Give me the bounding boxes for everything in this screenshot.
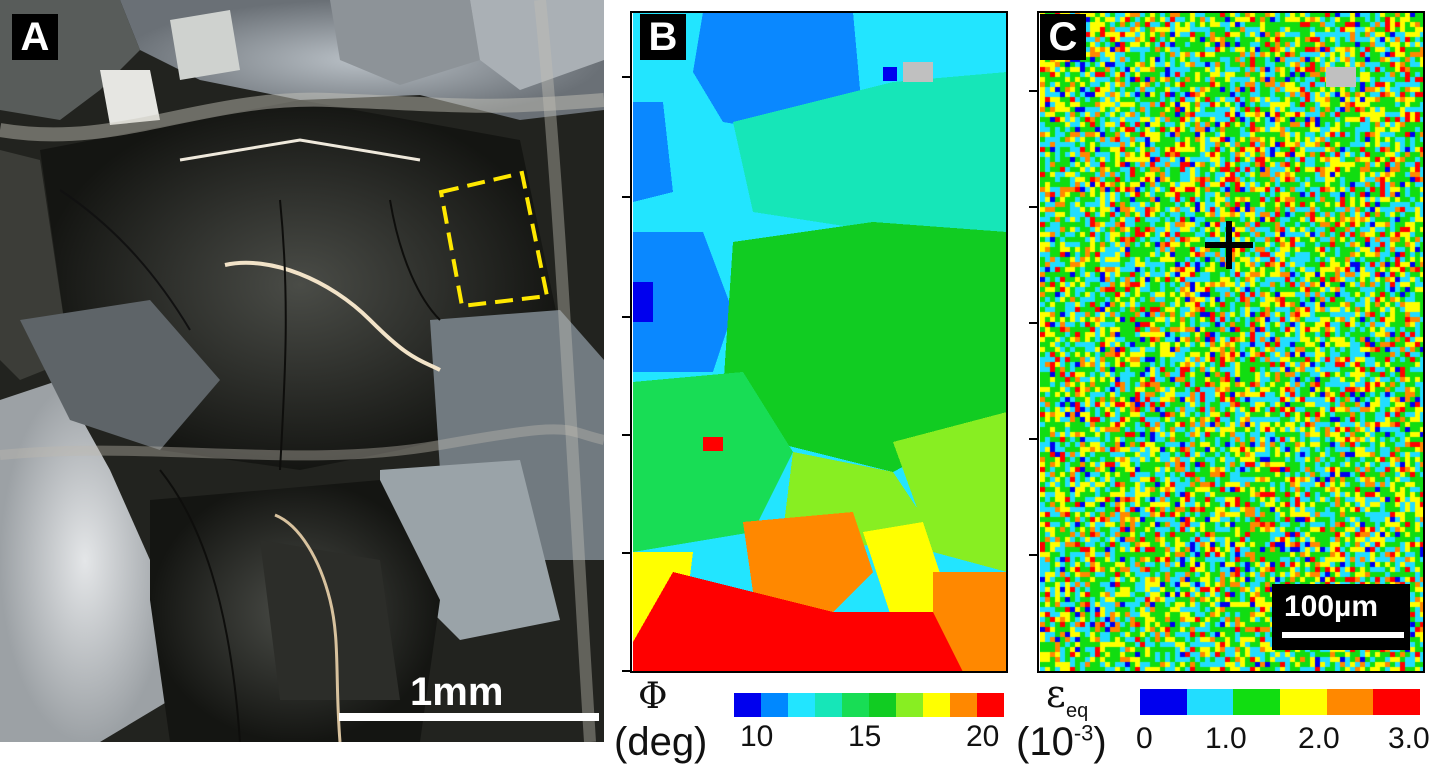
axis-tick [1029, 438, 1037, 440]
strain-unit: (10-3) [1016, 720, 1107, 765]
axis-tick [622, 434, 630, 436]
phi-colorbar [734, 693, 1004, 717]
roi-outline [438, 170, 550, 309]
axis-tick [1029, 554, 1037, 556]
phi-colorbar-tick: 15 [848, 720, 882, 753]
strain-map-image [1040, 12, 1424, 672]
colorbar-swatch [869, 693, 896, 717]
micrograph-image [0, 0, 604, 742]
strain-map-frame [1037, 11, 1425, 673]
panel-label-c: C [1040, 14, 1086, 60]
strain-unit-base: (10 [1016, 720, 1074, 764]
panel-label-a: A [12, 14, 58, 60]
strain-colorbar-tick: 0 [1136, 722, 1153, 755]
colorbar-swatch [1280, 689, 1327, 715]
colorbar-swatch [950, 693, 977, 717]
strain-symbol-subscript: eq [1066, 700, 1089, 722]
strain-colorbar-tick: 1.0 [1205, 722, 1247, 755]
strain-symbol: ε [1046, 672, 1066, 716]
strain-colorbar-tick: 3.0 [1388, 722, 1430, 755]
colorbar-swatch [1233, 689, 1281, 715]
scale-bar-c [1282, 632, 1404, 638]
strain-colorbar-tick: 2.0 [1298, 722, 1340, 755]
axis-tick [1029, 90, 1037, 92]
phi-orientation-map [633, 12, 1007, 672]
strain-unit-end: ) [1093, 720, 1107, 764]
strain-colorbar [1140, 689, 1421, 715]
axis-tick [622, 670, 630, 672]
phi-unit: (deg) [614, 720, 708, 764]
phi-colorbar-tick: 20 [966, 720, 1000, 753]
colorbar-swatch [761, 693, 788, 717]
scale-bar-a-label: 1mm [410, 670, 504, 714]
phi-map-image [633, 12, 1007, 672]
colorbar-swatch [896, 693, 923, 717]
colorbar-swatch [977, 693, 1004, 717]
strain-map: 100µm [1040, 12, 1424, 672]
colorbar-swatch [815, 693, 842, 717]
phi-map-frame [630, 11, 1008, 673]
axis-tick [622, 76, 630, 78]
axis-tick [622, 552, 630, 554]
scale-bar-a [339, 713, 599, 721]
phi-colorbar-tick: 10 [740, 720, 774, 753]
scale-bar-c-label: 100µm [1284, 590, 1379, 623]
phi-symbol: Φ [638, 676, 668, 717]
colorbar-swatch [923, 693, 950, 717]
colorbar-swatch [842, 693, 869, 717]
axis-tick [622, 196, 630, 198]
colorbar-swatch [1326, 689, 1374, 715]
panel-label-b: B [640, 14, 686, 60]
axis-tick [1029, 322, 1037, 324]
colorbar-swatch [1140, 689, 1187, 715]
crosshair-marker [1205, 221, 1253, 269]
crosshair-layer [1205, 67, 1356, 269]
micrograph-panel-a: A 1mm [0, 0, 604, 742]
colorbar-swatch [788, 693, 815, 717]
axis-tick [622, 316, 630, 318]
scale-bar-c-box [1272, 584, 1410, 650]
strain-unit-exponent: -3 [1073, 720, 1094, 746]
colorbar-swatch [734, 693, 761, 717]
colorbar-swatch [1373, 689, 1421, 715]
axis-tick [1029, 206, 1037, 208]
colorbar-swatch [1186, 689, 1234, 715]
